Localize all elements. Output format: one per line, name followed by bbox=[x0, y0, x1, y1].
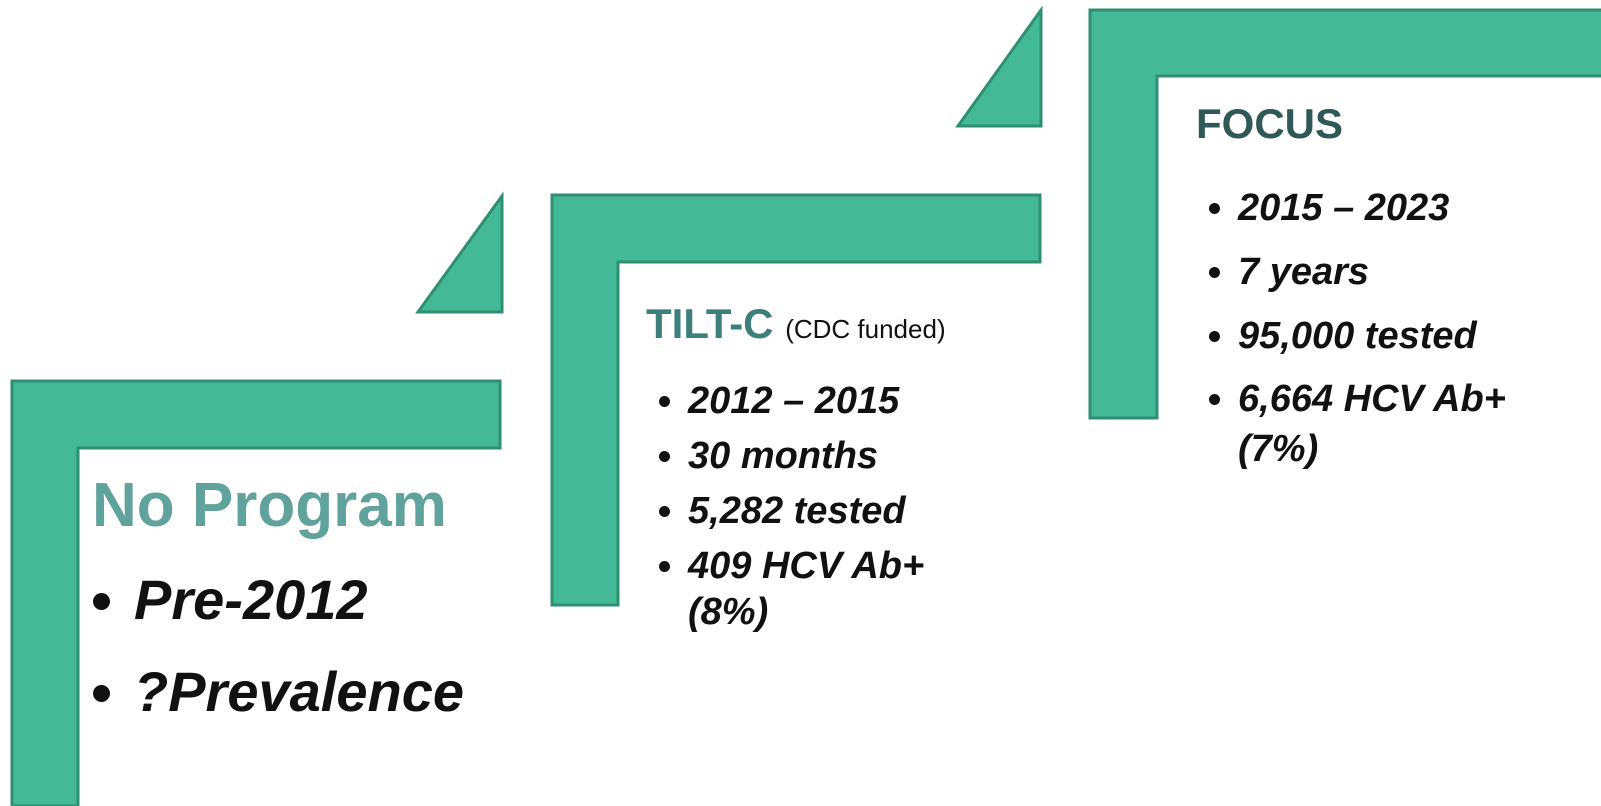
step-title: TILT-C bbox=[646, 300, 774, 347]
step-title-row: TILT-C (CDC funded) bbox=[646, 300, 1008, 348]
step: FOCUS 2015 – 2023 7 years 95,000 tested … bbox=[1196, 100, 1578, 474]
step-title: No Program bbox=[92, 471, 447, 540]
step-triangle bbox=[415, 191, 504, 314]
step: No Program Pre-2012 ?Prevalence bbox=[92, 470, 554, 725]
bullet: 30 months bbox=[688, 429, 1008, 484]
bullet: Pre-2012 bbox=[134, 567, 554, 633]
step-triangle bbox=[955, 5, 1043, 128]
bullet-list: 2012 – 2015 30 months 5,282 tested 409 H… bbox=[646, 374, 1008, 635]
step-bracket bbox=[550, 193, 1042, 607]
bullet: 7 years bbox=[1238, 240, 1578, 304]
step: TILT-C (CDC funded) 2012 – 2015 30 month… bbox=[646, 300, 1008, 635]
step-subtitle: (CDC funded) bbox=[785, 314, 946, 344]
bullet: ?Prevalence bbox=[134, 659, 554, 725]
step-bracket bbox=[1088, 8, 1601, 420]
bullet-list: Pre-2012 ?Prevalence bbox=[92, 567, 554, 725]
bullet-list: 2015 – 2023 7 years 95,000 tested 6,664 … bbox=[1196, 176, 1578, 474]
bullet: 2015 – 2023 bbox=[1238, 176, 1578, 240]
bullet: 409 HCV Ab+ (8%) bbox=[688, 539, 1008, 635]
bullet: 2012 – 2015 bbox=[688, 374, 1008, 429]
bullet: 6,664 HCV Ab+ (7%) bbox=[1238, 368, 1578, 474]
step-title: FOCUS bbox=[1196, 100, 1343, 147]
step-bracket bbox=[10, 379, 502, 806]
bullet: 5,282 tested bbox=[688, 484, 1008, 539]
bullet: 95,000 tested bbox=[1238, 304, 1578, 368]
